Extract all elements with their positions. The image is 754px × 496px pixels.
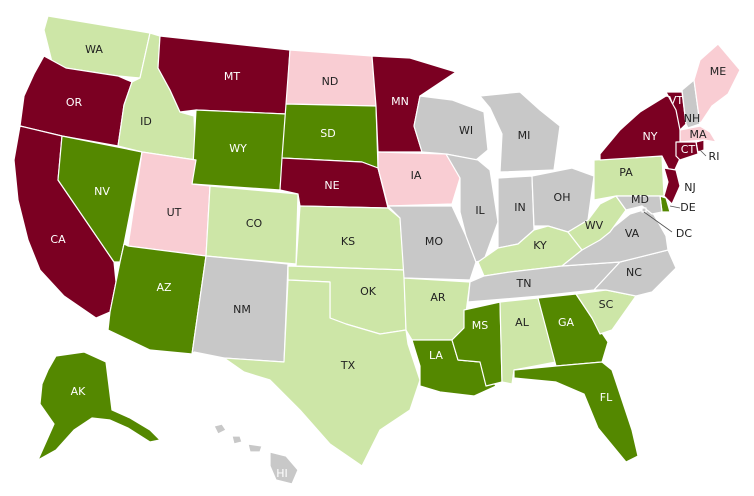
state-label-tx: TX <box>340 359 356 372</box>
state-label-ms: MS <box>472 319 488 332</box>
state-mi[interactable] <box>479 91 561 173</box>
state-label-wv: WV <box>585 219 604 232</box>
state-tx[interactable] <box>223 279 421 467</box>
state-label-ga: GA <box>558 316 575 329</box>
state-mo[interactable] <box>387 205 477 281</box>
state-label-ny: NY <box>643 130 658 143</box>
state-dc[interactable] <box>641 207 647 213</box>
state-label-oh: OH <box>554 191 571 204</box>
state-label-nh: NH <box>684 112 701 125</box>
state-label-sc: SC <box>599 298 614 311</box>
state-vt[interactable] <box>665 91 687 131</box>
state-wv[interactable] <box>567 195 627 251</box>
state-label-mn: MN <box>391 95 409 108</box>
state-ak[interactable] <box>37 351 161 461</box>
state-label-nd: ND <box>322 75 339 88</box>
state-nj[interactable] <box>663 167 681 205</box>
state-label-wy: WY <box>229 142 247 155</box>
state-label-pa: PA <box>619 166 633 179</box>
state-label-de: DE <box>680 201 695 214</box>
state-label-ak: AK <box>71 385 87 398</box>
state-label-nj: NJ <box>684 181 695 194</box>
state-wi[interactable] <box>413 95 489 161</box>
state-label-ky: KY <box>533 239 547 252</box>
state-label-leaders <box>643 149 707 233</box>
state-label-or: OR <box>66 96 83 109</box>
state-label-wa: WA <box>85 43 103 56</box>
state-label-fl: FL <box>600 391 613 404</box>
state-label-ok: OK <box>360 285 377 298</box>
state-label-ct: CT <box>681 143 696 156</box>
state-label-ut: UT <box>167 206 182 219</box>
state-label-vt: VT <box>669 94 684 107</box>
state-label-sd: SD <box>320 127 335 140</box>
state-label-hi: HI <box>276 467 288 480</box>
state-label-wi: WI <box>459 124 473 137</box>
state-az[interactable] <box>107 243 207 355</box>
state-ar[interactable] <box>403 277 471 341</box>
state-label-la: LA <box>429 349 443 362</box>
state-ct[interactable] <box>675 141 699 161</box>
state-hi[interactable] <box>213 423 299 485</box>
state-me[interactable] <box>693 43 741 125</box>
state-label-ar: AR <box>430 291 446 304</box>
state-label-mi: MI <box>518 129 531 142</box>
state-label-in: IN <box>514 201 525 214</box>
state-fl[interactable] <box>513 361 639 463</box>
state-label-mo: MO <box>425 235 443 248</box>
state-label-ma: MA <box>689 128 706 141</box>
state-label-il: IL <box>475 204 485 217</box>
state-label-ks: KS <box>341 235 355 248</box>
state-label-nv: NV <box>94 185 110 198</box>
state-label-tn: TN <box>516 277 532 290</box>
state-label-dc: DC <box>676 227 692 240</box>
state-label-nc: NC <box>626 266 642 279</box>
state-label-ri: RI <box>709 150 720 163</box>
state-label-al: AL <box>515 316 530 329</box>
state-label-id: ID <box>140 115 152 128</box>
state-label-mt: MT <box>224 70 240 83</box>
state-label-va: VA <box>625 227 640 240</box>
state-label-ia: IA <box>411 169 422 182</box>
state-label-co: CO <box>246 217 263 230</box>
state-label-ca: CA <box>50 233 66 246</box>
state-md[interactable] <box>615 195 663 215</box>
state-label-me: ME <box>710 65 726 78</box>
state-label-nm: NM <box>233 303 251 316</box>
state-label-md: MD <box>631 193 649 206</box>
state-label-az: AZ <box>156 281 172 294</box>
state-label-ne: NE <box>324 179 339 192</box>
